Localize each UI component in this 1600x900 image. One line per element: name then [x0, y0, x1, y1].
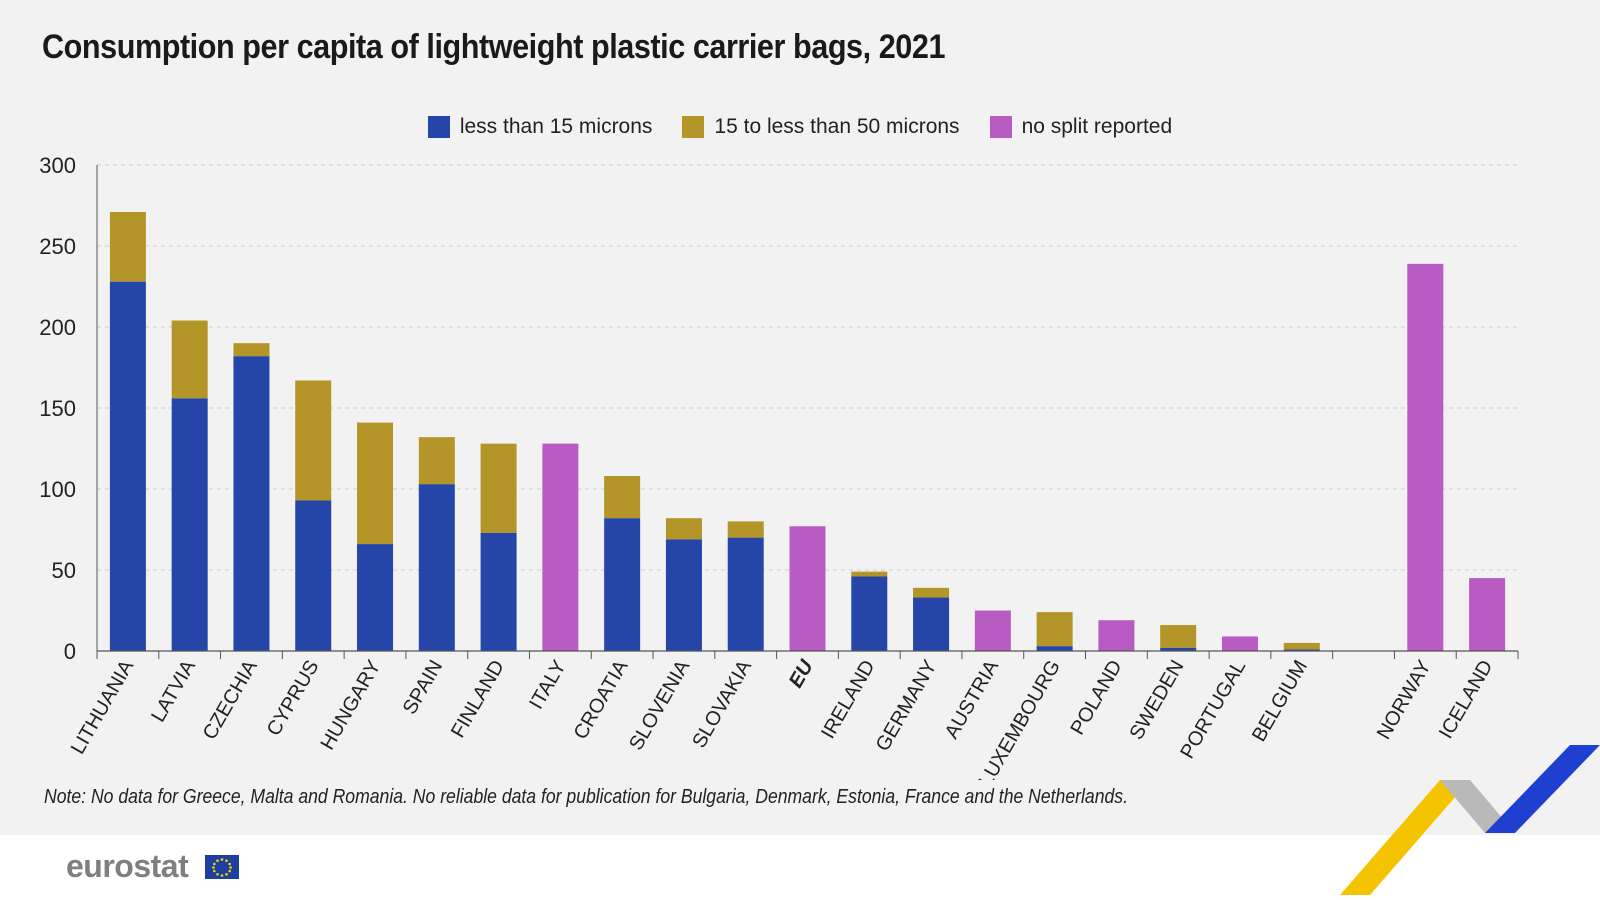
- chart-title: Consumption per capita of lightweight pl…: [42, 28, 946, 66]
- legend-swatch-gold: [682, 116, 705, 138]
- x-tick-label: ICELAND: [1435, 657, 1497, 743]
- bar-segment-sweden-s0: [1160, 647, 1197, 651]
- bar-segment-croatia-s0: [604, 518, 641, 651]
- bar-segment-slovenia-s0: [665, 539, 702, 651]
- bar-segment-hungary-s1: [357, 422, 394, 545]
- x-tick-label: SWEDEN: [1126, 657, 1189, 744]
- legend-swatch-blue: [427, 116, 450, 138]
- y-tick-label: 100: [39, 477, 76, 502]
- bar-segment-sweden-s1: [1160, 625, 1197, 648]
- bar-segment-germany-s0: [913, 597, 950, 651]
- bar-segment-spain-s1: [418, 437, 455, 485]
- x-tick-label: SLOVENIA: [625, 656, 694, 754]
- x-tick-label: BELGIUM: [1248, 657, 1312, 746]
- bar-segment-spain-s0: [418, 484, 455, 651]
- bar-segment-italy-s2: [542, 443, 579, 651]
- bar-segment-portugal-s2: [1221, 636, 1258, 651]
- bar-segment-czechia-s1: [233, 343, 270, 357]
- eurostat-decorative-chevron-icon: [1340, 745, 1600, 895]
- x-tick-label: POLAND: [1067, 657, 1127, 739]
- eurostat-logo: eurostat: [66, 848, 189, 884]
- bar-segment-ireland-s0: [851, 576, 888, 651]
- legend-label: no split reported: [1021, 115, 1173, 138]
- x-tick-label: IRELAND: [817, 657, 879, 743]
- x-tick-label: LATVIA: [147, 656, 200, 726]
- x-tick-label: SPAIN: [399, 657, 447, 719]
- bar-segment-hungary-s0: [357, 544, 394, 651]
- bar-segment-austria-s2: [974, 610, 1011, 651]
- eu-flag-icon: [205, 855, 239, 879]
- bar-segment-ireland-s1: [851, 571, 888, 577]
- y-tick-label: 300: [39, 153, 76, 178]
- bar-segment-belgium-s1: [1283, 642, 1320, 650]
- bar-segment-slovakia-s0: [727, 537, 764, 651]
- bar-segment-finland-s0: [480, 532, 517, 651]
- bar-segment-slovenia-s1: [665, 518, 702, 540]
- x-tick-label: LITHUANIA: [67, 656, 139, 758]
- bar-segment-belgium-s0: [1283, 649, 1320, 651]
- bar-segment-germany-s1: [913, 587, 950, 598]
- x-tick-label: ITALY: [525, 657, 570, 714]
- bar-segment-lithuania-s0: [109, 281, 146, 651]
- x-tick-label: CZECHIA: [199, 656, 262, 744]
- bar-segment-poland-s2: [1098, 620, 1135, 651]
- bar-segment-luxembourg-s0: [1036, 646, 1073, 651]
- legend-item-15-to-50: 15 to less than 50 microns: [682, 112, 960, 142]
- x-tick-label: PORTUGAL: [1176, 657, 1250, 763]
- footnote: Note: No data for Greece, Malta and Roma…: [44, 786, 1128, 808]
- legend: less than 15 microns 15 to less than 50 …: [0, 112, 1600, 142]
- bar-segment-croatia-s1: [604, 476, 641, 519]
- legend-label: 15 to less than 50 microns: [714, 115, 960, 138]
- legend-label: less than 15 microns: [459, 115, 653, 138]
- x-tick-label: EU: [785, 656, 818, 692]
- x-tick-label: CROATIA: [570, 656, 633, 743]
- bar-chart: 0 50 100 150 200 250 300 LITHUANIA LATVIACZECHIA…: [39, 153, 1519, 780]
- y-tick-label: 0: [64, 639, 76, 664]
- y-tick-label: 200: [39, 315, 76, 340]
- x-tick-label: CYPRUS: [263, 657, 324, 740]
- bar-segment-cyprus-s1: [295, 380, 332, 501]
- x-tick-label: SLOVAKIA: [688, 656, 756, 752]
- bar-segment-lithuania-s1: [109, 211, 146, 282]
- bar-segment-finland-s1: [480, 443, 517, 533]
- bar-segment-latvia-s1: [171, 320, 208, 399]
- legend-item-no-split: no split reported: [989, 112, 1173, 142]
- x-tick-label: FINLAND: [447, 657, 509, 742]
- y-tick-label: 150: [39, 396, 76, 421]
- bar-segment-eu-s2: [789, 526, 826, 651]
- bar-segment-iceland-s2: [1469, 578, 1506, 651]
- bar-segment-slovakia-s1: [727, 521, 764, 538]
- bar-segment-latvia-s0: [171, 398, 208, 651]
- y-tick-label: 50: [52, 558, 76, 583]
- x-tick-label: GERMANY: [872, 656, 942, 755]
- legend-swatch-magenta: [989, 116, 1012, 138]
- x-tick-label: NORWAY: [1373, 657, 1436, 744]
- bar-segment-luxembourg-s1: [1036, 612, 1073, 647]
- x-tick-label: HUNGARY: [316, 657, 385, 754]
- bar-segment-czechia-s0: [233, 356, 270, 651]
- y-tick-label: 250: [39, 234, 76, 259]
- legend-item-less-than-15: less than 15 microns: [427, 112, 653, 142]
- x-tick-label: AUSTRIA: [941, 656, 1004, 743]
- bar-segment-cyprus-s0: [295, 500, 332, 651]
- bar-segment-norway-s2: [1407, 263, 1444, 651]
